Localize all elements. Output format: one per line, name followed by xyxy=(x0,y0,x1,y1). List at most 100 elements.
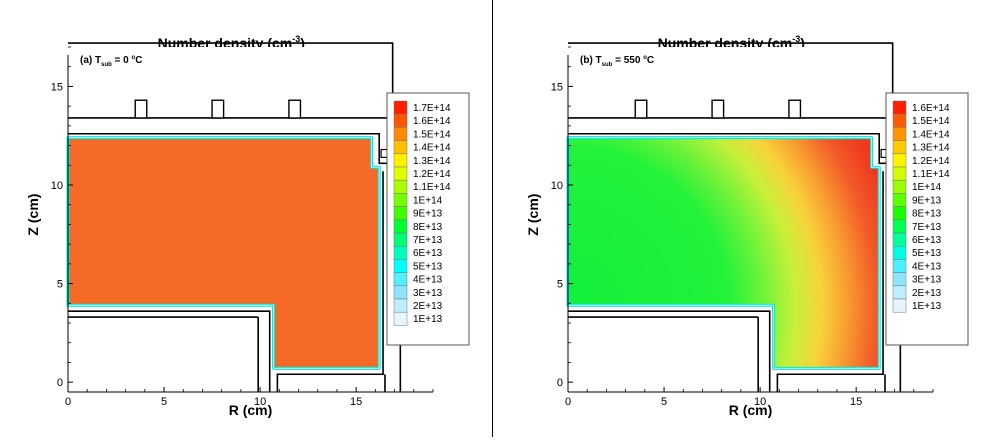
legend-swatch xyxy=(393,166,408,181)
y-tick-label: 10 xyxy=(551,180,563,192)
legend-label: 1.2E+14 xyxy=(912,156,950,167)
legend-label: 1.7E+14 xyxy=(413,103,451,114)
legend-swatch xyxy=(892,179,907,194)
legend-swatch xyxy=(892,113,907,128)
legend-swatch xyxy=(393,232,408,247)
legend-label: 9E+13 xyxy=(912,195,942,206)
legend-label: 1.6E+14 xyxy=(413,116,451,127)
vessel-wall xyxy=(568,310,771,392)
legend-swatch xyxy=(892,245,907,260)
gas-inlet xyxy=(711,99,725,119)
legend-label: 1.1E+14 xyxy=(413,182,451,193)
gas-inlet xyxy=(288,99,302,119)
gas-inlet xyxy=(788,99,802,119)
legend-label: 2E+13 xyxy=(413,301,443,312)
legend-swatch xyxy=(393,100,408,115)
x-tick-label: 15 xyxy=(850,396,862,408)
x-tick-label: 10 xyxy=(254,396,266,408)
legend-label: 3E+13 xyxy=(413,288,443,299)
wall-layer xyxy=(67,137,380,369)
x-axis-label: R (cm) xyxy=(729,402,773,418)
legend-label: 1.3E+14 xyxy=(413,156,451,167)
y-axis-label: Z (cm) xyxy=(525,194,541,236)
gas-inlet xyxy=(634,99,648,119)
legend-label: 4E+13 xyxy=(912,261,942,272)
legend-label: 1E+14 xyxy=(413,195,443,206)
vessel-wall xyxy=(68,310,271,392)
legend-label: 1E+14 xyxy=(912,182,942,193)
legend-swatch xyxy=(393,219,408,234)
legend-label: 3E+13 xyxy=(912,275,942,286)
legend-label: 5E+13 xyxy=(413,261,443,272)
vessel-wall xyxy=(776,171,884,392)
legend-label: 8E+13 xyxy=(912,209,942,220)
y-tick-label: 5 xyxy=(57,279,63,291)
y-tick-label: 10 xyxy=(51,180,63,192)
legend-swatch xyxy=(393,285,408,300)
panel-annotation: (a) Tsub = 0 oC xyxy=(80,55,142,68)
x-tick-label: 10 xyxy=(754,396,766,408)
legend-label: 1E+13 xyxy=(912,301,942,312)
legend-label: 1E+13 xyxy=(413,314,443,325)
x-tick-label: 0 xyxy=(565,396,571,408)
legend-swatch xyxy=(892,259,907,273)
y-tick-label: 5 xyxy=(557,279,563,291)
y-axis-label: Z (cm) xyxy=(25,194,41,236)
y-tick-label: 0 xyxy=(57,377,63,389)
x-tick-label: 15 xyxy=(350,396,362,408)
legend-swatch xyxy=(393,127,408,141)
legend-swatch xyxy=(892,100,907,115)
legend-label: 1.4E+14 xyxy=(413,143,451,154)
wall-layer xyxy=(567,137,880,369)
x-axis-label: R (cm) xyxy=(229,402,273,418)
y-tick-label: 15 xyxy=(551,81,563,93)
legend-label: 7E+13 xyxy=(912,222,942,233)
x-tick-label: 5 xyxy=(161,396,167,408)
gas-inlet xyxy=(134,99,148,119)
legend-swatch xyxy=(393,153,408,168)
panel-divider xyxy=(492,0,493,437)
legend-swatch xyxy=(892,206,907,221)
legend-swatch xyxy=(892,232,907,247)
x-tick-label: 5 xyxy=(661,396,667,408)
x-tick-label: 0 xyxy=(65,396,71,408)
legend-swatch xyxy=(892,298,907,313)
y-tick-label: 0 xyxy=(557,377,563,389)
legend-label: 1.1E+14 xyxy=(912,169,950,180)
vessel-wall xyxy=(276,171,384,392)
legend-swatch xyxy=(393,206,408,221)
legend-swatch xyxy=(892,193,907,207)
y-tick-label: 15 xyxy=(51,81,63,93)
legend-label: 1.5E+14 xyxy=(912,116,950,127)
legend-swatch xyxy=(892,166,907,181)
legend-label: 1.2E+14 xyxy=(413,169,451,180)
legend-swatch xyxy=(393,259,408,273)
legend-label: 8E+13 xyxy=(413,222,443,233)
legend-swatch xyxy=(393,193,408,207)
legend-swatch xyxy=(393,311,408,326)
legend-swatch xyxy=(892,127,907,141)
legend-label: 6E+13 xyxy=(912,235,942,246)
legend-swatch xyxy=(892,272,907,287)
legend-swatch xyxy=(892,285,907,300)
legend-label: 6E+13 xyxy=(413,248,443,259)
gas-inlet xyxy=(211,99,225,119)
legend-swatch xyxy=(892,153,907,168)
legend-swatch xyxy=(393,179,408,194)
legend-label: 1.6E+14 xyxy=(912,103,950,114)
legend-swatch xyxy=(393,113,408,128)
legend-label: 1.5E+14 xyxy=(413,129,451,140)
legend-swatch xyxy=(393,298,408,313)
legend-label: 2E+13 xyxy=(912,288,942,299)
panel-annotation: (b) Tsub = 550 oC xyxy=(580,55,654,68)
legend-swatch xyxy=(892,140,907,155)
legend-swatch xyxy=(393,272,408,287)
legend-label: 1.4E+14 xyxy=(912,129,950,140)
legend-label: 4E+13 xyxy=(413,275,443,286)
legend-label: 1.3E+14 xyxy=(912,143,950,154)
legend-label: 9E+13 xyxy=(413,209,443,220)
legend-swatch xyxy=(393,245,408,260)
